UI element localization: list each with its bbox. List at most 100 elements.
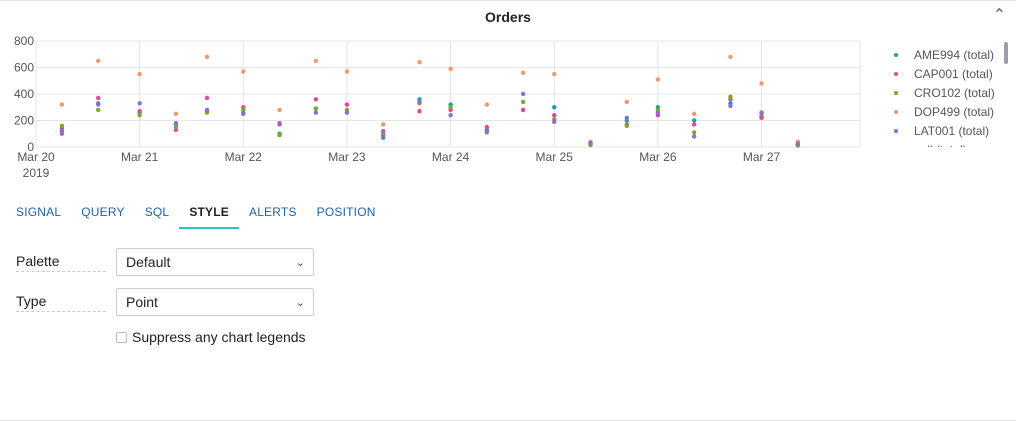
legend-label: CAP001 (total) <box>914 66 993 81</box>
type-select-value: Point <box>126 294 158 310</box>
data-point <box>588 140 593 146</box>
legend-marker <box>894 90 898 95</box>
legend-label: DOP499 (total) <box>914 104 995 119</box>
data-point <box>381 122 386 127</box>
data-point <box>417 109 422 114</box>
x-tick-label: Mar 21 <box>121 150 159 164</box>
data-point <box>277 107 282 113</box>
x-tick-sublabel: 2019 <box>23 166 50 180</box>
data-point <box>173 124 179 130</box>
data-point <box>520 70 526 75</box>
data-point <box>691 130 697 135</box>
data-point <box>552 113 557 118</box>
palette-label: Palette <box>16 253 106 272</box>
data-point <box>95 95 101 101</box>
data-point <box>520 99 526 105</box>
legend-item[interactable]: null (total) <box>892 140 1010 148</box>
data-point <box>95 102 101 107</box>
y-tick-label: 400 <box>14 87 34 101</box>
type-select[interactable]: Point ⌄ <box>116 288 314 316</box>
data-point <box>759 115 764 121</box>
data-point <box>344 110 350 115</box>
y-tick-label: 0 <box>27 140 34 154</box>
x-tick-label: Mar 22 <box>225 150 263 164</box>
data-point <box>59 131 65 136</box>
data-point <box>691 134 697 139</box>
data-point <box>137 113 142 118</box>
data-point <box>655 77 661 82</box>
tab-style[interactable]: STYLE <box>179 199 239 229</box>
data-point <box>624 115 629 121</box>
data-point <box>624 123 629 128</box>
data-point <box>520 107 526 113</box>
data-point <box>95 107 101 113</box>
data-point <box>137 71 142 77</box>
legend-marker <box>894 71 898 76</box>
y-tick-label: 600 <box>14 61 34 75</box>
chart-legend: AME994 (total) CAP001 (total) CRO102 (tota… <box>892 45 1010 147</box>
x-tick-label: Mar 26 <box>639 150 677 164</box>
x-tick-label: Mar 24 <box>432 150 470 164</box>
data-point <box>448 113 453 118</box>
data-point <box>759 81 764 86</box>
data-point <box>313 58 319 64</box>
legend-label: null (total) <box>914 143 967 148</box>
tab-signal[interactable]: SIGNAL <box>16 205 62 219</box>
y-tick-label: 800 <box>14 34 34 48</box>
data-point <box>484 124 490 130</box>
data-point <box>691 122 697 127</box>
chevron-down-icon: ⌄ <box>295 256 305 269</box>
data-point <box>728 54 733 60</box>
chevron-down-icon: ⌄ <box>295 296 305 309</box>
data-point <box>173 120 179 126</box>
data-point <box>417 99 422 105</box>
x-tick-label: Mar 25 <box>536 150 574 164</box>
data-point <box>691 111 697 117</box>
x-tick-label: Mar 27 <box>743 150 781 164</box>
palette-select[interactable]: Default ⌄ <box>116 248 314 276</box>
data-point <box>728 103 733 109</box>
data-point <box>277 120 282 126</box>
x-tick-label: Mar 20 <box>17 150 55 164</box>
data-point <box>241 107 246 113</box>
data-point <box>313 106 319 111</box>
tab-sql[interactable]: SQL <box>144 205 170 219</box>
data-point <box>59 102 65 107</box>
tab-query[interactable]: QUERY <box>81 205 125 219</box>
suppress-legends-checkbox[interactable] <box>116 331 127 343</box>
chevron-up-icon[interactable]: ⌃ <box>992 7 1006 24</box>
data-point <box>552 105 557 110</box>
orders-scatter-chart: 0 200 400 600 800 Mar 20 2019 Mar 21 Mar 22 Mar 2… <box>14 34 861 180</box>
legend-item[interactable]: CRO102 (total) <box>892 83 1010 102</box>
data-point <box>728 94 733 99</box>
tab-position[interactable]: POSITION <box>316 205 376 219</box>
palette-row: Palette Default ⌄ <box>16 248 314 276</box>
data-point <box>795 141 801 146</box>
x-tick-label: Mar 23 <box>328 150 366 164</box>
type-row: Type Point ⌄ <box>16 288 314 316</box>
data-point <box>241 111 246 117</box>
data-point <box>313 97 319 102</box>
legend-item[interactable]: LAT001 (total) <box>892 121 1010 140</box>
data-point <box>381 128 386 134</box>
data-point <box>137 101 142 106</box>
legend-marker <box>894 109 898 114</box>
data-point <box>759 110 764 115</box>
data-point <box>655 110 661 115</box>
legend-item[interactable]: DOP499 (total) <box>892 102 1010 121</box>
legend-item[interactable]: CAP001 (total) <box>892 64 1010 83</box>
legend-scrollbar[interactable] <box>1004 42 1008 64</box>
tab-alerts[interactable]: ALERTS <box>248 205 297 219</box>
legend-label: CRO102 (total) <box>914 85 995 100</box>
data-point <box>241 69 246 74</box>
legend-marker <box>894 52 898 57</box>
data-point <box>204 95 210 101</box>
legend-item[interactable]: AME994 (total) <box>892 45 1010 64</box>
data-point <box>417 60 422 65</box>
palette-select-value: Default <box>126 254 171 270</box>
suppress-legends-row: Suppress any chart legends <box>116 329 306 345</box>
editor-tabs: SIGNAL QUERY SQL STYLE ALERTS POSITION <box>0 199 386 229</box>
data-point <box>344 69 350 74</box>
legend-marker <box>894 128 898 133</box>
